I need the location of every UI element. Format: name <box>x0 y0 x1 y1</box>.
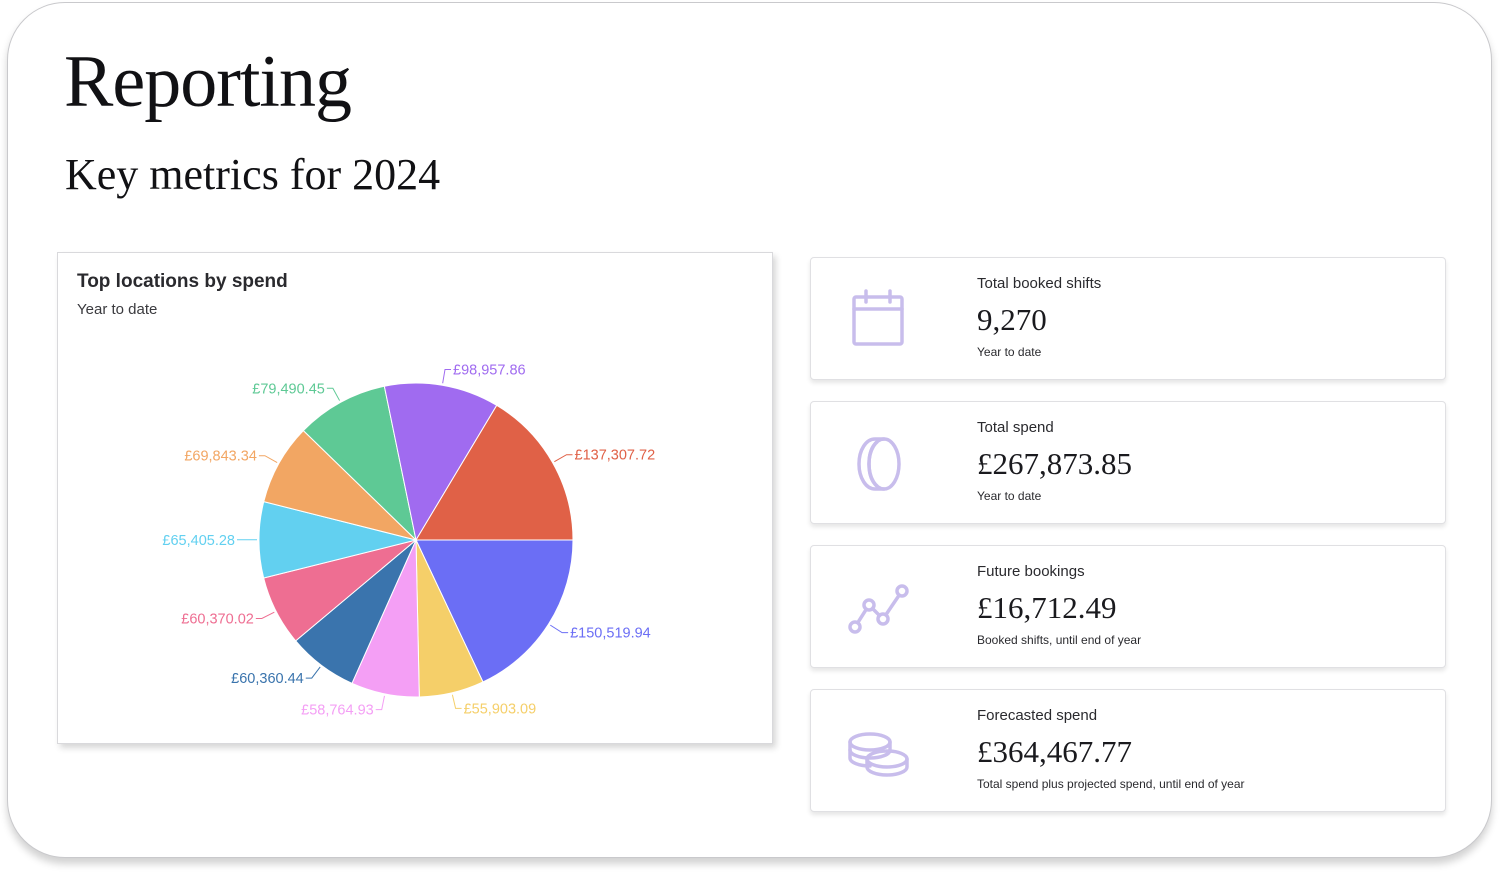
pie-data-label: £69,843.34 <box>184 449 257 465</box>
metric-value: 9,270 <box>977 302 1047 337</box>
pie-leader-line <box>258 455 278 463</box>
pie-leader-line <box>326 387 341 401</box>
pie-data-label: £60,370.02 <box>181 611 254 627</box>
pie-slice[interactable] <box>302 385 417 542</box>
pie-leader-line <box>375 695 385 711</box>
metric-value: £267,873.85 <box>977 446 1132 481</box>
top-locations-chart-card: Top locations by spend Year to date £150… <box>57 252 773 744</box>
pie-chart: £150,519.94 £55,903.09 £58,764.93 £60,360.4… <box>162 362 656 719</box>
metric-value: £364,467.77 <box>977 734 1132 769</box>
chart-subtitle: Year to date <box>77 301 158 318</box>
pie-leader-line <box>451 694 462 709</box>
pie-leader-line <box>442 368 452 384</box>
pie-data-label: £137,307.72 <box>575 448 656 464</box>
page-title: Reporting <box>64 41 352 123</box>
pie-data-label: £55,903.09 <box>464 701 537 717</box>
trend-line-icon <box>848 584 909 634</box>
metric-card-future-bookings: Future bookings £16,712.49 Booked shifts… <box>810 545 1446 668</box>
pie-leader-line <box>554 454 573 463</box>
metric-card-total-booked-shifts: Total booked shifts 9,270 Year to date <box>810 257 1446 380</box>
pie-slice[interactable] <box>415 539 574 683</box>
metric-label: Total booked shifts <box>977 275 1102 292</box>
coin-stack-icon <box>848 732 909 777</box>
pie-data-label: £98,957.86 <box>453 362 526 378</box>
metric-note: Year to date <box>977 345 1042 359</box>
pie-data-label: £79,490.45 <box>252 381 325 397</box>
chart-title: Top locations by spend <box>77 271 288 292</box>
pie-data-label: £150,519.94 <box>570 626 651 642</box>
pie-leader-line <box>255 611 275 619</box>
pie-slice[interactable] <box>383 382 498 542</box>
pie-data-label: £60,360.44 <box>231 671 304 687</box>
metric-value: £16,712.49 <box>977 590 1117 625</box>
metric-label: Total spend <box>977 419 1054 436</box>
metric-label: Forecasted spend <box>977 707 1098 724</box>
metric-note: Total spend plus projected spend, until … <box>977 777 1245 791</box>
page-subtitle: Key metrics for 2024 <box>65 150 441 199</box>
metric-card-total-spend: Total spend £267,873.85 Year to date <box>810 401 1446 524</box>
calendar-icon <box>852 289 904 346</box>
metric-note: Year to date <box>977 489 1042 503</box>
coin-icon <box>857 437 901 491</box>
pie-leader-line <box>550 624 569 634</box>
metric-card-forecasted-spend: Forecasted spend £364,467.77 Total spend… <box>810 689 1446 812</box>
pie-data-label: £65,405.28 <box>162 533 235 549</box>
pie-leader-line <box>305 666 321 679</box>
pie-slice[interactable] <box>415 404 574 541</box>
pie-data-label: £58,764.93 <box>301 703 374 719</box>
metric-note: Booked shifts, until end of year <box>977 633 1142 647</box>
metric-label: Future bookings <box>977 563 1085 580</box>
